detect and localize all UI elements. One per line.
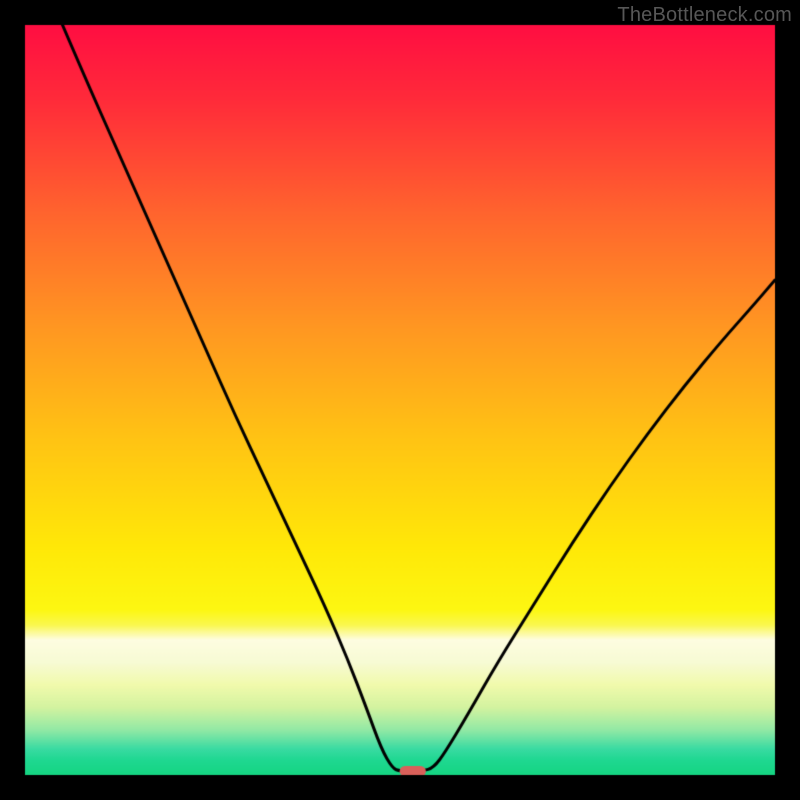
watermark-text: TheBottleneck.com xyxy=(617,4,792,27)
bottleneck-chart xyxy=(0,0,800,800)
